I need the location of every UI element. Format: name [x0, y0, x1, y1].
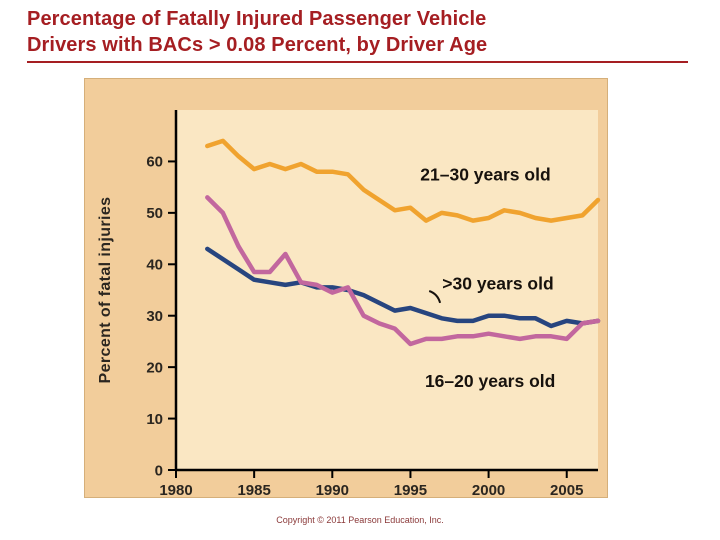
- plot-area: [176, 110, 598, 470]
- copyright-text: Copyright © 2011 Pearson Education, Inc.: [276, 515, 444, 525]
- page-title-line-1: Percentage of Fatally Injured Passenger …: [27, 8, 487, 30]
- series-line-21-30-years-old: [205, 138, 601, 223]
- y-tick-label: 50: [146, 205, 163, 222]
- y-tick-label: 30: [146, 308, 163, 325]
- page-title: Percentage of Fatally Injured Passenger …: [27, 6, 697, 58]
- x-tick-label: 1985: [237, 482, 270, 498]
- y-tick-label: 40: [146, 257, 163, 274]
- series-line-16-20-years-old: [205, 195, 601, 347]
- y-tick-label: 20: [146, 359, 163, 376]
- x-tick-label: 2000: [472, 482, 505, 498]
- y-tick-label: 0: [155, 462, 163, 479]
- title-underline: [27, 61, 688, 63]
- x-tick-label: 2005: [550, 482, 583, 498]
- page-title-line-2: Drivers with BACs > 0.08 Percent, by Dri…: [27, 34, 488, 56]
- line-chart: 0 10 20 30 40 50 60 1980 1985 1990 1995 2000 2005 Per…: [97, 110, 601, 499]
- series-label-30-years-old: >30 years old: [442, 273, 553, 293]
- series-label-16-20-years-old: 16–20 years old: [425, 371, 555, 391]
- series-line-30-years-old: [205, 246, 601, 329]
- label-connector: [428, 290, 442, 304]
- x-tick-label: 1990: [316, 482, 349, 498]
- y-axis-title: Percent of fatal injuries: [97, 197, 114, 384]
- x-tick-label: 1995: [394, 482, 427, 498]
- y-tick-label: 10: [146, 411, 163, 428]
- series-label-21-30-years-old: 21–30 years old: [420, 164, 550, 184]
- y-tick-label: 60: [146, 154, 163, 171]
- x-tick-label: 1980: [159, 482, 192, 498]
- chart-panel: 0 10 20 30 40 50 60 1980 1985 1990 1995 2000 2005 Per…: [84, 78, 608, 499]
